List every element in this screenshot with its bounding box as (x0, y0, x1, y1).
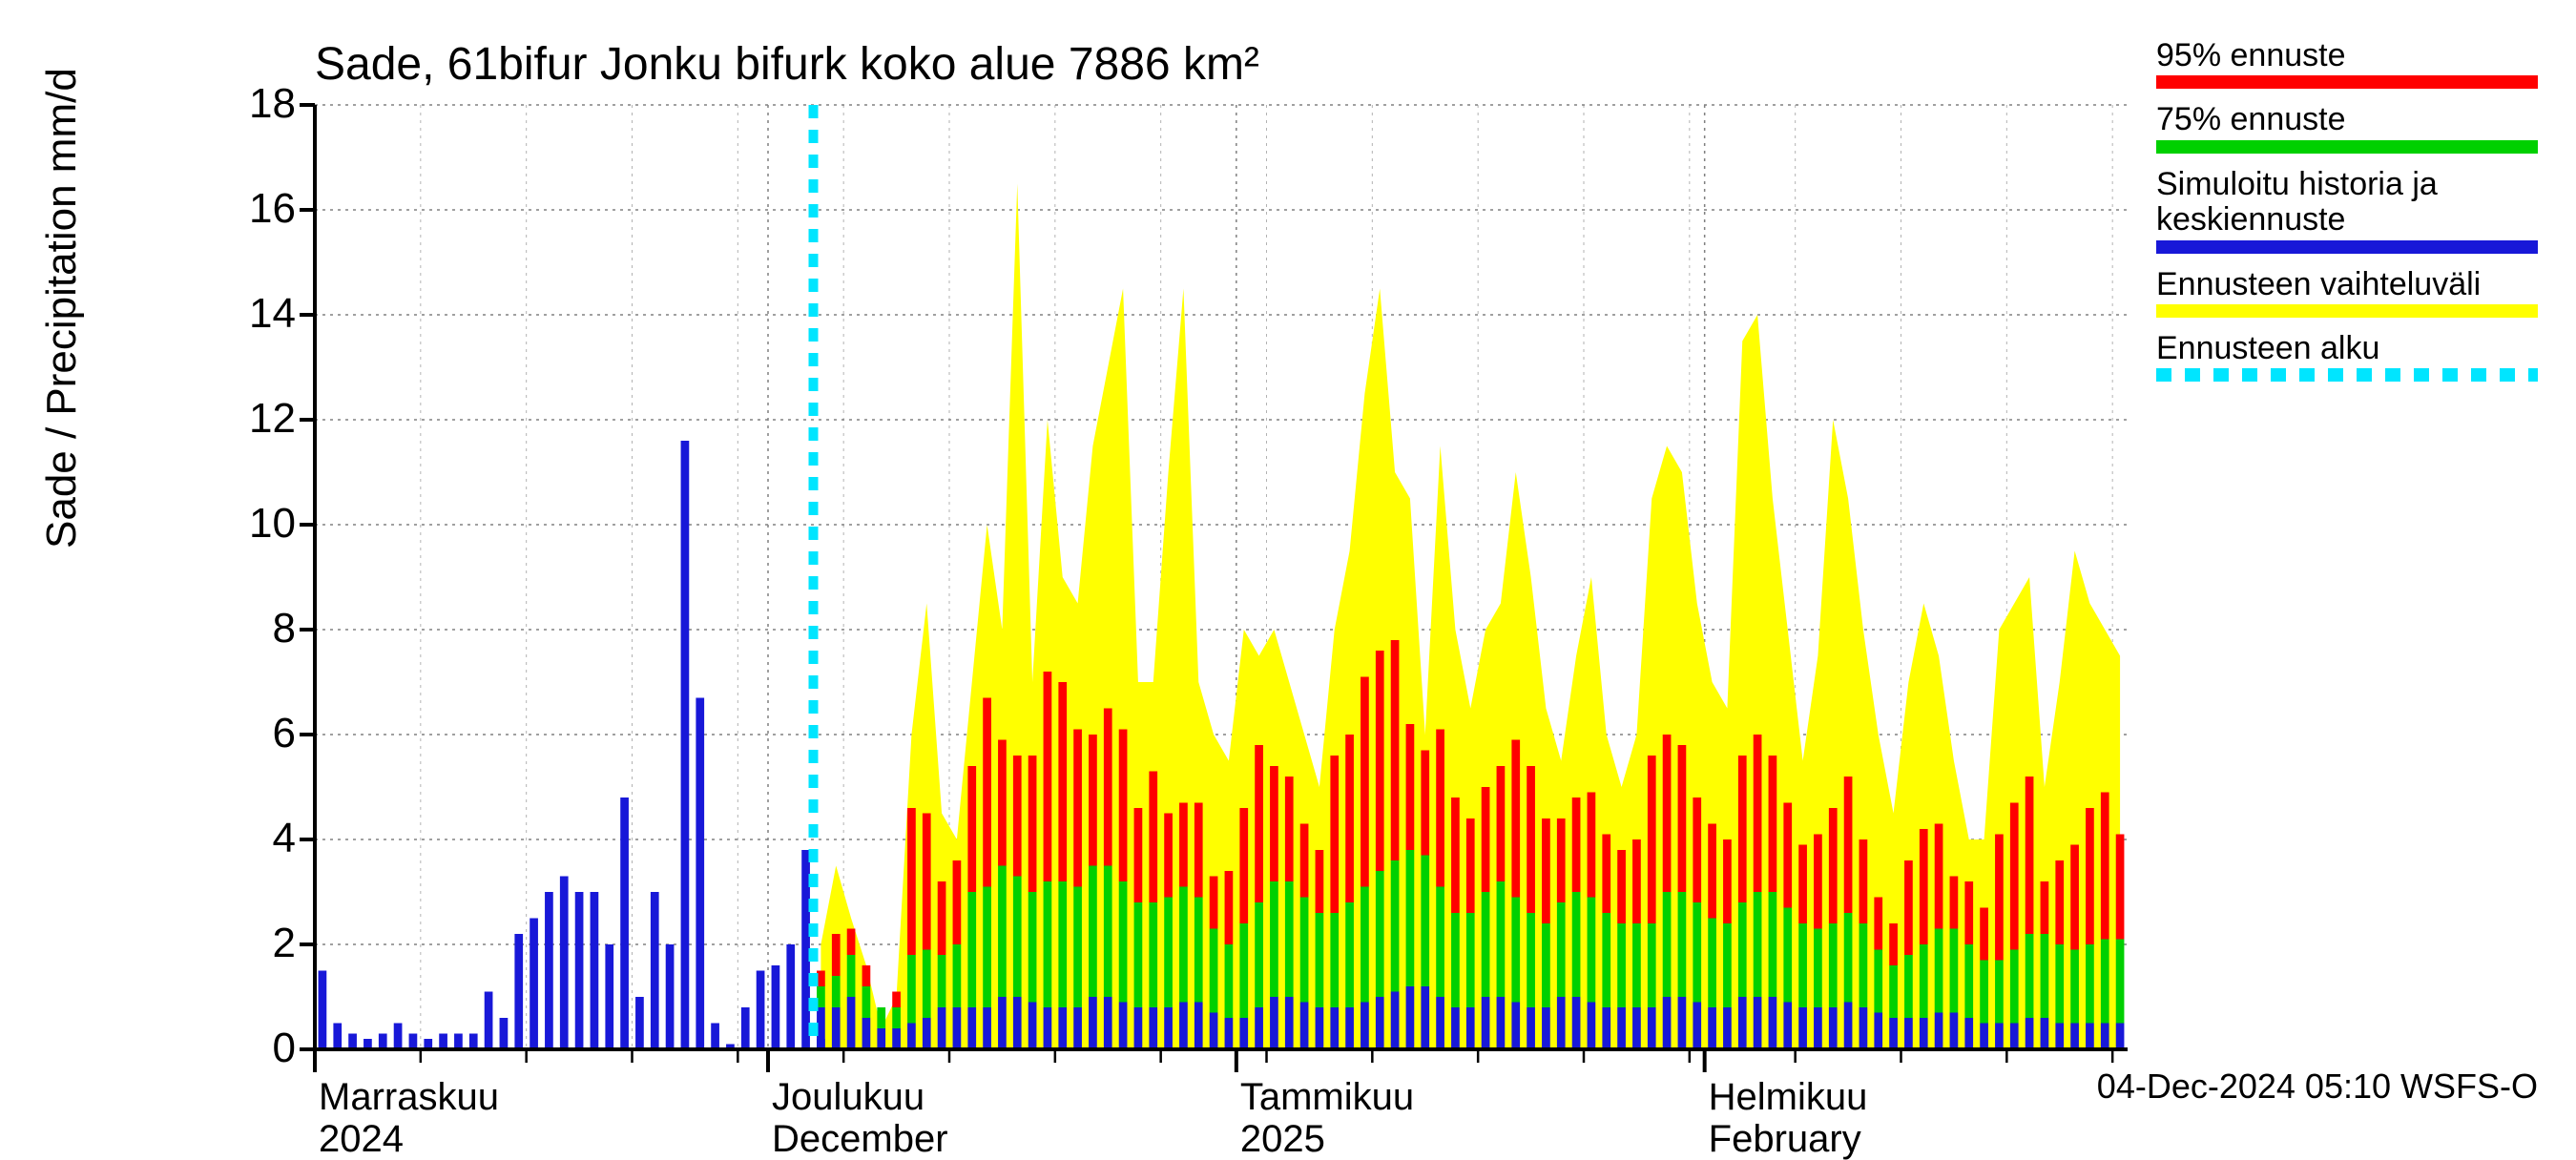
y-tick: 6 (219, 710, 296, 757)
legend-label: Simuloitu historia ja keskiennuste (2156, 167, 2538, 238)
y-tick: 16 (219, 185, 296, 233)
legend-swatch (2156, 304, 2538, 318)
y-tick: 8 (219, 605, 296, 652)
legend-swatch (2156, 75, 2538, 89)
footer-timestamp: 04-Dec-2024 05:10 WSFS-O (2097, 1067, 2538, 1107)
legend-label: Ennusteen alku (2156, 331, 2538, 366)
legend-label: 95% ennuste (2156, 38, 2538, 73)
y-tick: 2 (219, 920, 296, 967)
legend-swatch (2156, 240, 2538, 254)
y-tick: 18 (219, 80, 296, 128)
legend-label: 75% ennuste (2156, 102, 2538, 137)
y-tick: 14 (219, 290, 296, 338)
y-tick: 4 (219, 815, 296, 862)
legend-item-yellow: Ennusteen vaihteluväli (2156, 267, 2538, 318)
legend-swatch (2156, 368, 2538, 382)
legend-swatch (2156, 140, 2538, 154)
legend-item-blue: Simuloitu historia ja keskiennuste (2156, 167, 2538, 254)
legend-item-cyan: Ennusteen alku (2156, 331, 2538, 382)
legend: 95% ennuste 75% ennuste Simuloitu historia… (2156, 38, 2538, 395)
legend-item-green: 75% ennuste (2156, 102, 2538, 153)
y-tick: 12 (219, 395, 296, 443)
y-tick: 10 (219, 500, 296, 548)
legend-item-red: 95% ennuste (2156, 38, 2538, 89)
chart-page: Sade, 61bifur Jonku bifurk koko alue 788… (0, 0, 2576, 1145)
y-tick: 0 (219, 1025, 296, 1072)
legend-label: Ennusteen vaihteluväli (2156, 267, 2538, 302)
